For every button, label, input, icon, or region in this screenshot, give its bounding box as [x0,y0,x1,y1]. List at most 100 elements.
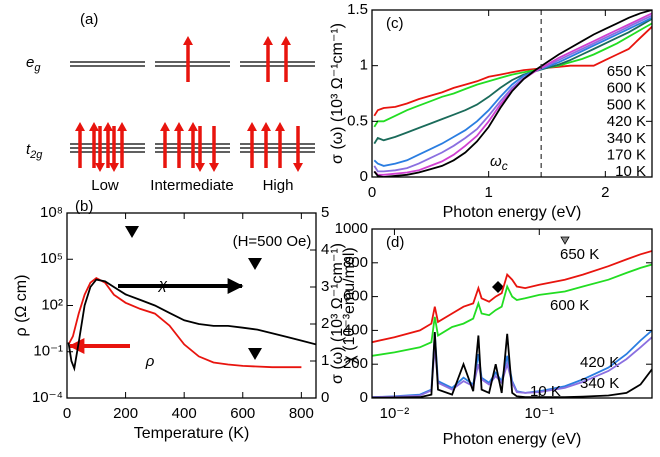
level-sub: g [34,62,41,74]
annotation-sub: c [502,159,508,173]
y2-tick-label: 3 [321,278,329,295]
y-axis-label: σ (ω) (10³ Ω⁻¹cm⁻¹) [329,243,346,384]
legend-label: 10 K [530,383,561,400]
y-tick-label: 10⁻⁴ [32,389,63,406]
y-tick-label: 0 [360,168,368,185]
spin-arrow-head [209,163,219,172]
panel-label: (a) [80,11,98,28]
marker-triangle [125,226,139,238]
legend-label: 650 K [607,63,646,80]
level-sub: 2g [29,149,43,161]
spin-arrow-head [195,163,205,172]
state-label: Intermediate [150,177,233,194]
spin-arrow-head [188,122,198,131]
x-tick-label: 1 [484,184,492,201]
level-label: t2g [26,141,43,161]
y2-tick-label: 4 [321,241,329,258]
level-base: e [26,54,34,71]
y2-tick-label: 1 [321,352,329,369]
x-tick-label: 10⁻¹ [524,405,554,422]
y-tick-label: 200 [343,355,368,372]
spin-arrow-head [95,163,105,172]
series-line [373,26,652,117]
legend-label: 600 K [550,297,589,314]
y-tick-label: 1000 [335,220,368,237]
spin-arrow-head [183,36,193,45]
y-tick-label: 600 [343,288,368,305]
y2-tick-label: 0 [321,389,329,406]
state-label: High [263,177,294,194]
series-line [67,277,302,369]
spin-arrow-head [117,122,127,131]
series-line [372,250,652,344]
x-tick-label: 200 [113,405,138,422]
panel-label: (d) [386,234,404,251]
spin-arrow-head [109,163,119,172]
y-axis-label: ρ (Ω cm) [13,275,30,337]
legend-label: 420 K [607,113,646,130]
legend-label: 340 K [580,375,619,392]
y-tick-label: 10² [41,296,63,313]
annotation: ωc [490,153,508,173]
y2-tick-label: 2 [321,315,329,332]
annotation: χ [157,276,168,293]
x-tick-label: 10⁻² [380,405,410,422]
spin-arrow-head [293,163,303,172]
y-tick-label: 1.5 [347,1,368,18]
series-line [373,18,652,145]
marker-triangle [560,236,570,245]
legend-label: 650 K [560,246,599,263]
x-axis-label: Photon energy (eV) [443,431,582,448]
level-base: t [26,141,31,158]
panel: 650 K 600 K 420 K 340 K 10 K 10⁻² 10⁻¹ 0 200 400 6… [329,220,653,448]
y-tick-label: 800 [343,254,368,271]
y-tick-label: 1 [360,57,368,74]
series-line [373,22,652,128]
x-tick-label: 400 [172,405,197,422]
legend-label: 170 K [607,146,646,163]
x-tick-label: 2 [601,184,609,201]
spin-arrow-head [261,122,271,131]
panel-label: (b) [75,198,93,215]
series-line [373,14,652,173]
y-axis-label: σ (ω) (10³ Ω⁻¹cm⁻¹) [329,23,346,164]
y2-tick-label: 5 [321,204,329,221]
legend-label: 340 K [607,130,646,147]
y-tick-label: 10⁸ [40,204,63,221]
x-axis-label: Temperature (K) [134,425,250,442]
series-line [372,332,652,398]
spin-arrow-head [160,122,170,131]
series-line [373,12,652,176]
series-line [67,278,316,372]
y2-axis-label: χ (10⁻³emu/mol) [341,247,358,363]
x-tick-label: 0 [368,184,376,201]
y-tick-label: 400 [343,321,368,338]
spin-diagram: (a) eg t2g Low Intermediate High [26,11,315,194]
legend-label: 420 K [580,354,619,371]
x-tick-label: 0 [63,405,71,422]
marker-triangle [248,258,262,270]
series-line [372,263,652,357]
level-label: eg [26,54,41,74]
annotation-base: ω [490,153,502,170]
spin-arrow-head [75,122,85,131]
spin-arrow-head [281,36,291,45]
spin-arrow-head [247,122,257,131]
x-tick-label: 800 [289,405,314,422]
plot-frame [371,228,653,399]
series-line [373,10,652,177]
x-tick-label: 600 [230,405,255,422]
marker-diamond [492,281,504,293]
legend-label: 500 K [607,96,646,113]
annotation: (H=500 Oe) [233,233,312,250]
spin-arrow-head [263,36,273,45]
y-tick-label: 0.5 [347,112,368,129]
y-tick-label: 10⁻¹ [33,343,63,360]
x-axis-label: Photon energy (eV) [443,204,582,221]
spin-arrow-head [275,122,285,131]
legend-label: 600 K [607,80,646,97]
annotation: ρ [145,353,155,370]
panel-label: (c) [386,15,404,32]
